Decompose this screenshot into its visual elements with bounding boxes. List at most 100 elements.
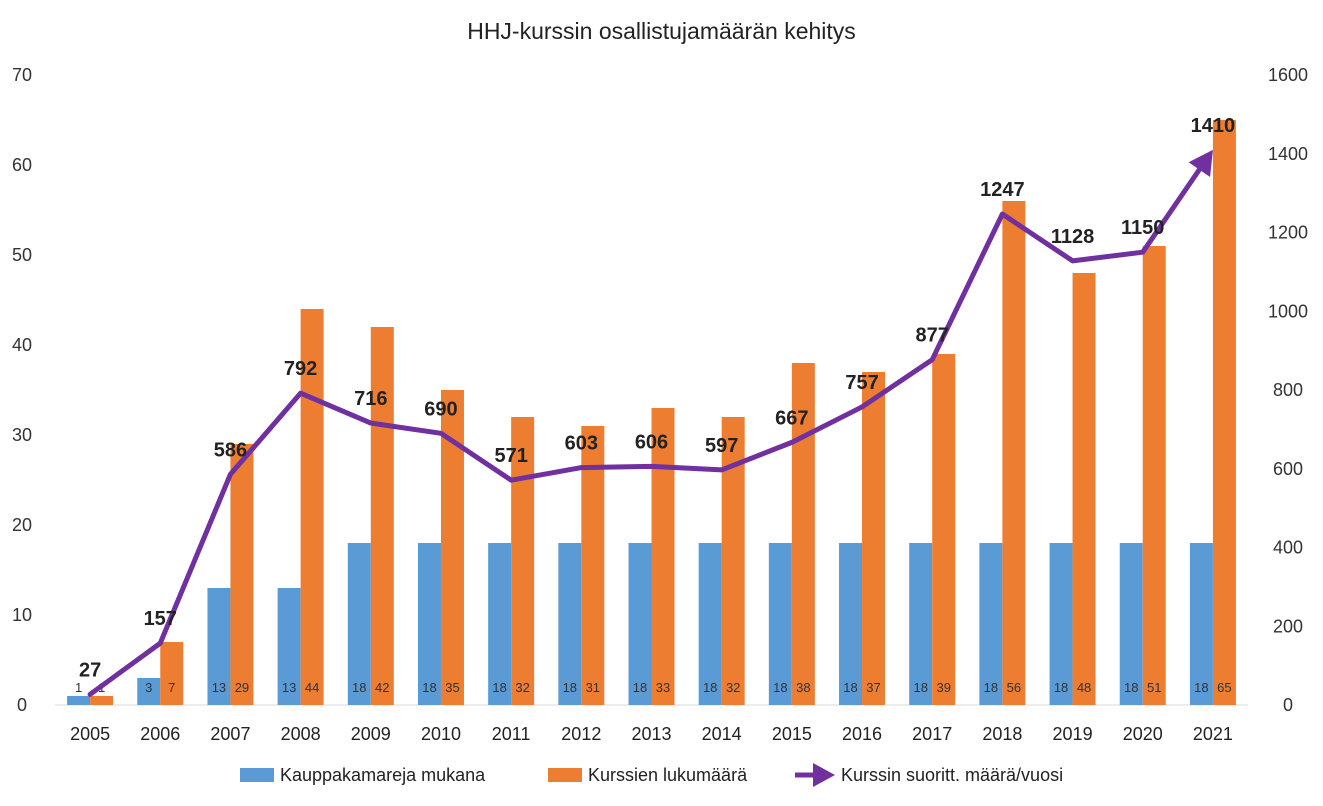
bar bbox=[1119, 543, 1143, 705]
bar bbox=[440, 390, 464, 705]
bar-data-label: 18 bbox=[352, 680, 366, 695]
bar-data-label: 31 bbox=[586, 680, 600, 695]
bar bbox=[67, 696, 91, 705]
line-data-label: 667 bbox=[775, 407, 808, 429]
y-right-tick-label: 1600 bbox=[1268, 65, 1308, 85]
bar bbox=[932, 354, 956, 705]
x-tick-label: 2013 bbox=[631, 724, 671, 744]
x-tick-label: 2005 bbox=[70, 724, 110, 744]
bar bbox=[347, 543, 371, 705]
line-data-label: 877 bbox=[916, 325, 949, 347]
bar-data-label: 18 bbox=[843, 680, 857, 695]
y-right-tick-label: 1200 bbox=[1268, 223, 1308, 243]
legend-label: Kurssin suoritt. määrä/vuosi bbox=[841, 765, 1063, 785]
y-left-tick-label: 60 bbox=[12, 155, 32, 175]
bar bbox=[300, 309, 324, 705]
bar-data-label: 18 bbox=[563, 680, 577, 695]
y-left-tick-label: 50 bbox=[12, 245, 32, 265]
bar bbox=[1002, 201, 1026, 705]
bar bbox=[160, 642, 184, 705]
y-right-tick-label: 1400 bbox=[1268, 144, 1308, 164]
x-tick-label: 2011 bbox=[492, 724, 531, 744]
x-tick-label: 2016 bbox=[842, 724, 882, 744]
bar bbox=[137, 678, 161, 705]
bar bbox=[277, 588, 301, 705]
bar-labels: 1 3 13 13 18 18 18 18 18 18 18 18 18 18 18 18 181 7 29 44 42… bbox=[75, 680, 1232, 695]
y-right-tick-label: 1000 bbox=[1268, 301, 1308, 321]
bar-data-label: 3 bbox=[145, 680, 152, 695]
x-tick-label: 2014 bbox=[702, 724, 742, 744]
bar bbox=[90, 696, 114, 705]
x-tick-label: 2020 bbox=[1123, 724, 1163, 744]
x-tick-label: 2018 bbox=[982, 724, 1022, 744]
bar-data-label: 13 bbox=[282, 680, 296, 695]
bar bbox=[1049, 543, 1073, 705]
bar bbox=[698, 543, 722, 705]
line-data-label: 757 bbox=[845, 372, 878, 394]
y-left-tick-label: 70 bbox=[12, 65, 32, 85]
x-tick-label: 2015 bbox=[772, 724, 812, 744]
x-tick-label: 2007 bbox=[210, 724, 250, 744]
bar bbox=[511, 417, 535, 705]
chart-title: HHJ-kurssin osallistujamäärän kehitys bbox=[467, 18, 856, 44]
bars bbox=[67, 120, 1236, 705]
legend-arrow-icon bbox=[813, 763, 835, 787]
line-data-label: 1410 bbox=[1191, 115, 1236, 137]
bar bbox=[558, 543, 582, 705]
bar-data-label: 7 bbox=[168, 680, 175, 695]
y-left-tick-label: 10 bbox=[12, 605, 32, 625]
bar-data-label: 51 bbox=[1147, 680, 1161, 695]
legend-swatch bbox=[240, 768, 274, 782]
line-series bbox=[87, 149, 1213, 697]
line-labels: 27 157 586 792 716 690 571 603 606 597 667 757 877 12… bbox=[79, 115, 1235, 682]
bar-data-label: 1 bbox=[75, 680, 82, 695]
bar-data-label: 35 bbox=[445, 680, 459, 695]
line-data-label: 792 bbox=[284, 358, 317, 380]
bar bbox=[230, 444, 254, 705]
bar bbox=[862, 372, 886, 705]
bar-data-label: 18 bbox=[492, 680, 506, 695]
bar bbox=[909, 543, 933, 705]
line-data-label: 571 bbox=[494, 445, 527, 467]
bar bbox=[651, 408, 675, 705]
line-data-label: 1247 bbox=[980, 179, 1025, 201]
line-data-label: 690 bbox=[424, 398, 457, 420]
x-tick-label: 2021 bbox=[1193, 724, 1233, 744]
bar-data-label: 18 bbox=[1054, 680, 1068, 695]
bar bbox=[1142, 246, 1166, 705]
bar bbox=[1072, 273, 1096, 705]
bar-data-label: 18 bbox=[773, 680, 787, 695]
bar bbox=[1212, 120, 1236, 705]
bar bbox=[839, 543, 863, 705]
bar bbox=[721, 417, 745, 705]
x-tick-label: 2006 bbox=[140, 724, 180, 744]
bar bbox=[979, 543, 1003, 705]
y-right-tick-label: 600 bbox=[1273, 459, 1303, 479]
line-data-label: 606 bbox=[635, 431, 668, 453]
axes: 0 10 20 30 40 50 60 70 0 200 400 600 800 1000 1200 1400… bbox=[12, 65, 1308, 744]
line-data-label: 603 bbox=[565, 433, 598, 455]
bar-data-label: 32 bbox=[515, 680, 529, 695]
bar bbox=[768, 543, 792, 705]
bar-data-label: 38 bbox=[796, 680, 810, 695]
y-right-tick-label: 200 bbox=[1273, 616, 1303, 636]
bar-data-label: 18 bbox=[1194, 680, 1208, 695]
bar-data-label: 39 bbox=[936, 680, 950, 695]
bar-data-label: 37 bbox=[866, 680, 880, 695]
bar-data-label: 42 bbox=[375, 680, 389, 695]
bar bbox=[628, 543, 652, 705]
bar-data-label: 65 bbox=[1217, 680, 1231, 695]
legend-swatch bbox=[548, 768, 582, 782]
bar-data-label: 29 bbox=[235, 680, 249, 695]
line-arrow-head bbox=[1188, 149, 1213, 177]
y-left-tick-label: 40 bbox=[12, 335, 32, 355]
line-data-label: 716 bbox=[354, 388, 387, 410]
legend-label: Kurssien lukumäärä bbox=[588, 765, 748, 785]
y-left-tick-label: 30 bbox=[12, 425, 32, 445]
legend: Kauppakamareja mukana Kurssien lukumäärä K… bbox=[240, 763, 1063, 787]
bar bbox=[370, 327, 394, 705]
y-right-tick-label: 0 bbox=[1283, 695, 1293, 715]
y-left-tick-label: 0 bbox=[17, 695, 27, 715]
bar-data-label: 18 bbox=[703, 680, 717, 695]
x-tick-label: 2010 bbox=[421, 724, 461, 744]
